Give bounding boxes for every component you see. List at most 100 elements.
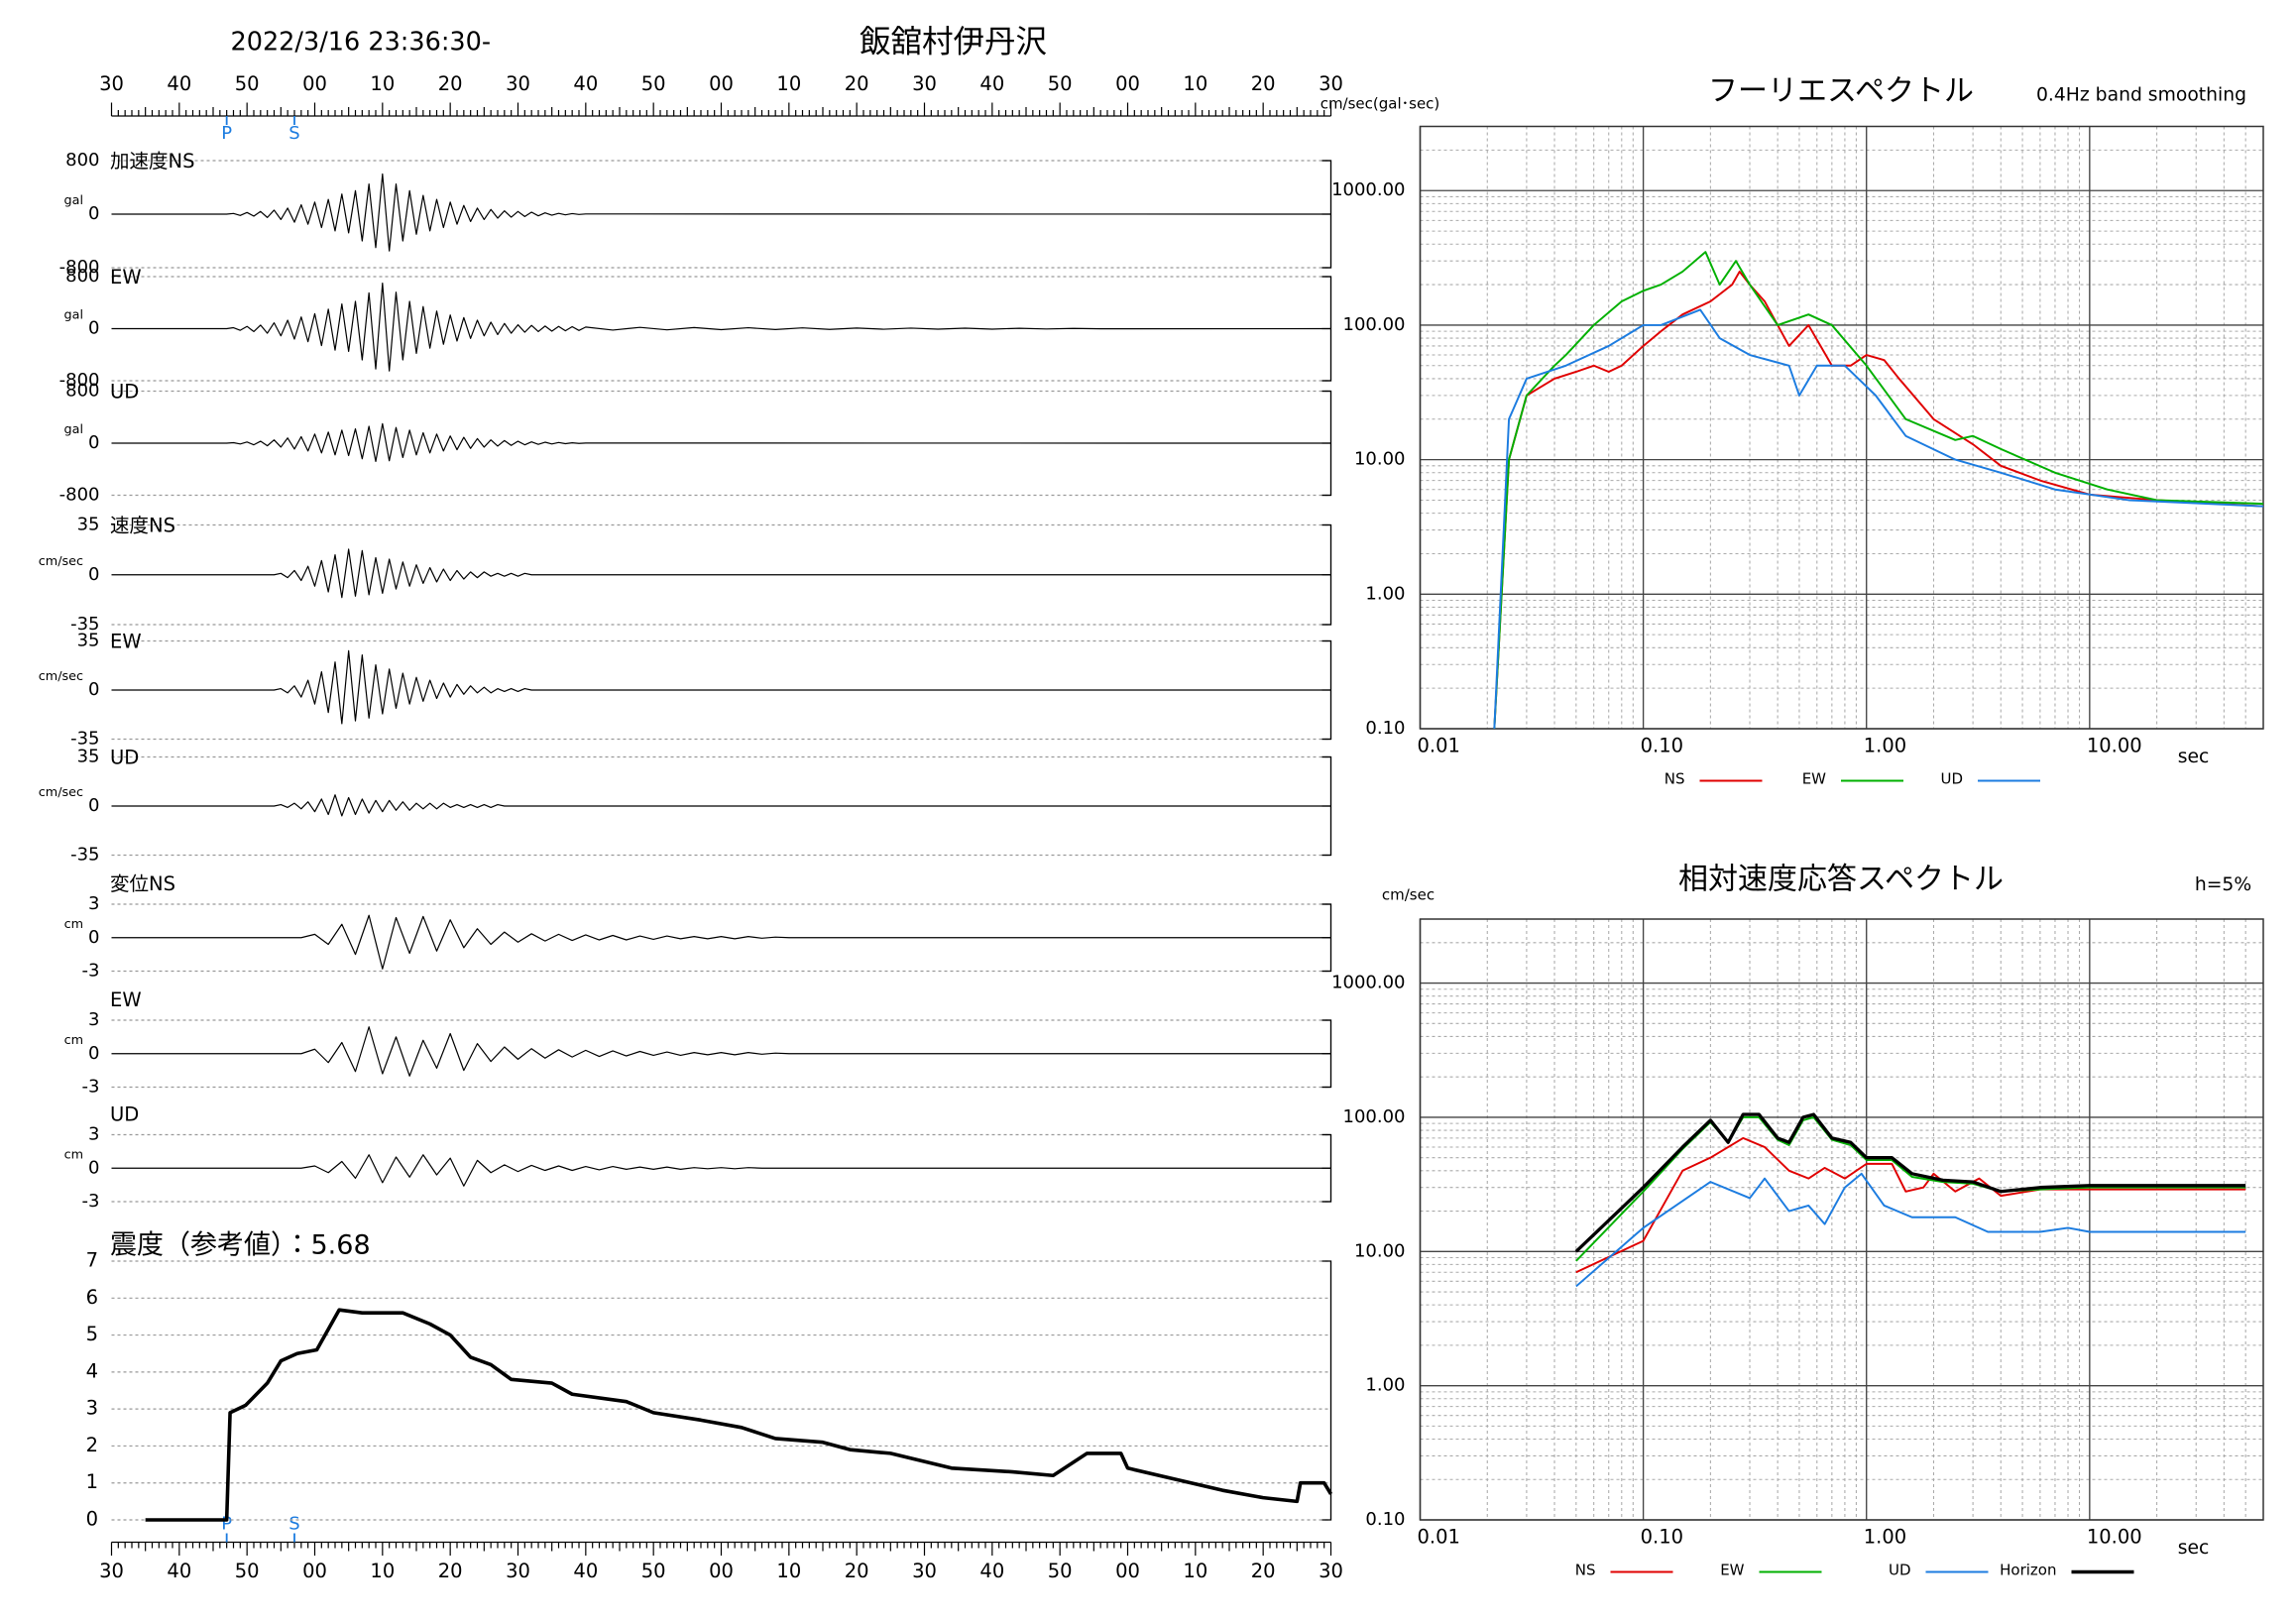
time-tick-label: 40 — [573, 1560, 598, 1582]
phase-label: P — [221, 123, 232, 144]
panel-bracket — [1321, 1260, 1332, 1521]
legend-label: UD — [1940, 770, 1963, 788]
y-tick-label: 3 — [86, 1397, 98, 1420]
time-tick-label: 30 — [506, 72, 530, 95]
unit-label: cm/sec — [39, 669, 83, 684]
y-tick-label: -35 — [70, 729, 99, 750]
y-tick-label: 7 — [86, 1249, 98, 1272]
y-tick-label: 0 — [88, 927, 99, 948]
time-tick-label: 00 — [709, 1560, 734, 1582]
data-line — [111, 1154, 1331, 1187]
chart-subtitle: h=5% — [2195, 874, 2251, 895]
chart-title: フーリエスペクトル — [1708, 74, 1974, 109]
unit-label: gal — [64, 193, 83, 208]
x-tick-label: 1.00 — [1864, 735, 1906, 757]
data-line — [111, 282, 1331, 372]
time-tick-label: 50 — [235, 1560, 260, 1582]
y-tick-label: 1000.00 — [1331, 179, 1405, 200]
panel-label: 変位NS — [110, 872, 175, 895]
x-axis-label: sec — [2178, 747, 2210, 767]
legend-label: EW — [1720, 1562, 1744, 1579]
y-tick-label: -35 — [70, 845, 99, 866]
y-tick-label: 4 — [86, 1359, 98, 1382]
time-tick-label: 30 — [1319, 72, 1343, 95]
time-tick-label: 30 — [1319, 1560, 1343, 1582]
panel-label: UD — [110, 1103, 139, 1126]
y-tick-label: 3 — [88, 1009, 99, 1030]
panel-label: UD — [110, 747, 139, 769]
data-line — [1574, 1112, 2246, 1253]
unit-label: cm/sec — [39, 554, 83, 569]
x-tick-label: 1.00 — [1864, 1526, 1906, 1549]
legend-label: UD — [1889, 1562, 1911, 1579]
y-tick-label: 0 — [88, 318, 99, 339]
time-tick-label: 50 — [641, 72, 666, 95]
y-tick-label: 1.00 — [1365, 583, 1405, 604]
time-tick-label: 00 — [302, 72, 327, 95]
data-line — [1493, 251, 2263, 730]
unit-label: gal — [64, 308, 83, 323]
y-tick-label: 3 — [88, 1124, 99, 1145]
x-tick-label: 0.01 — [1418, 1526, 1460, 1549]
y-tick-label: -800 — [59, 485, 100, 506]
y-tick-label: 800 — [65, 150, 99, 171]
y-tick-label: -3 — [82, 1191, 100, 1212]
time-tick-label: 20 — [845, 1560, 869, 1582]
legend-label: EW — [1802, 770, 1826, 788]
panel-label: EW — [110, 988, 142, 1011]
y-tick-label: 1.00 — [1365, 1375, 1405, 1396]
data-line — [1493, 308, 2263, 730]
unit-label: cm/sec — [39, 785, 83, 800]
y-tick-label: 10.00 — [1354, 1240, 1406, 1261]
time-tick-label: 50 — [1048, 72, 1073, 95]
time-tick-label: 00 — [1115, 1560, 1140, 1582]
time-tick-label: 50 — [641, 1560, 666, 1582]
time-tick-label: 20 — [845, 72, 869, 95]
time-tick-label: 50 — [235, 72, 260, 95]
y-tick-label: 0 — [88, 1043, 99, 1064]
y-tick-label: 0 — [88, 795, 99, 816]
data-line — [111, 794, 1331, 817]
plot-frame — [1419, 125, 2264, 730]
data-line — [111, 173, 1331, 252]
phase-label: P — [221, 1514, 232, 1535]
time-tick-label: 00 — [709, 72, 734, 95]
time-tick-label: 30 — [99, 1560, 124, 1582]
time-tick-label: 40 — [167, 72, 191, 95]
y-tick-label: 0 — [86, 1508, 98, 1531]
y-tick-label: 100.00 — [1343, 314, 1406, 335]
data-line — [111, 1026, 1331, 1077]
station-title: 飯舘村伊丹沢 — [860, 25, 1047, 60]
plot-frame — [1419, 918, 2264, 1521]
x-tick-label: 0.01 — [1418, 735, 1460, 757]
y-tick-label: 0.10 — [1365, 1509, 1405, 1530]
x-tick-label: 0.10 — [1641, 1526, 1683, 1549]
y-tick-label: -35 — [70, 614, 99, 635]
y-tick-label: 800 — [65, 266, 99, 287]
y-axis-label: cm/sec — [1382, 886, 1435, 904]
data-line — [111, 914, 1331, 970]
intensity-title: 震度（参考値）：5.68 — [110, 1230, 371, 1261]
y-tick-label: 0 — [88, 1157, 99, 1178]
time-tick-label: 00 — [1115, 72, 1140, 95]
y-tick-label: 2 — [86, 1434, 98, 1456]
x-axis-label: sec — [2178, 1538, 2210, 1559]
panel-label: EW — [110, 631, 142, 653]
chart-title: 相対速度応答スペクトル — [1678, 863, 2004, 897]
unit-label: gal — [64, 422, 83, 437]
y-tick-label: 0.10 — [1365, 718, 1405, 739]
time-tick-label: 10 — [1183, 72, 1207, 95]
x-tick-label: 10.00 — [2087, 1526, 2142, 1549]
y-tick-label: -3 — [82, 961, 100, 982]
y-tick-label: 35 — [77, 515, 100, 535]
time-tick-label: 20 — [438, 72, 463, 95]
y-tick-label: 0 — [88, 564, 99, 585]
time-tick-label: 10 — [370, 1560, 395, 1582]
time-tick-label: 10 — [1183, 1560, 1207, 1582]
y-tick-label: 0 — [88, 432, 99, 453]
unit-label: cm — [64, 917, 83, 932]
chart-subtitle: 0.4Hz band smoothing — [2036, 85, 2246, 106]
data-line — [145, 1308, 1333, 1522]
